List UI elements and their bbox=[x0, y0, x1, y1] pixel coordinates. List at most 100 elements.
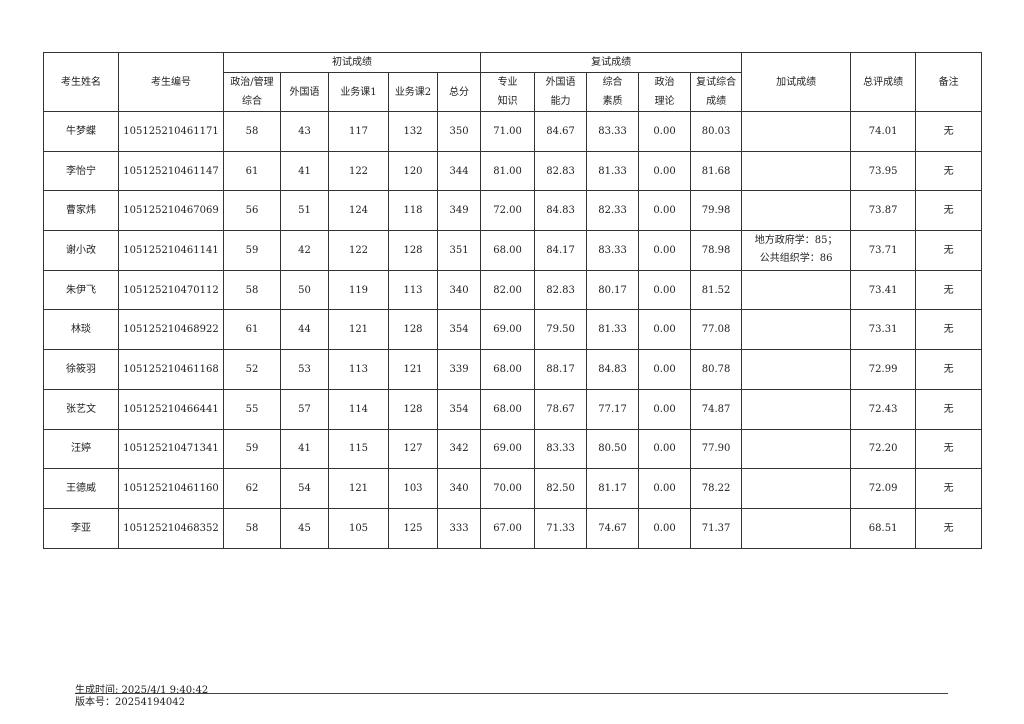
version-number: 版本号：20254194042 bbox=[75, 697, 185, 708]
table-cell: 73.95 bbox=[850, 150, 917, 192]
table-cell: 52 bbox=[223, 349, 281, 390]
table-cell bbox=[741, 468, 852, 509]
table-cell: 132 bbox=[388, 111, 438, 152]
table-cell: 67.00 bbox=[480, 507, 536, 549]
table-cell: 81.17 bbox=[586, 468, 640, 509]
table-cell: 350 bbox=[436, 111, 482, 152]
table-cell: 113 bbox=[328, 349, 389, 390]
table-cell: 120 bbox=[388, 150, 438, 192]
table-cell: 0.00 bbox=[638, 150, 692, 192]
table-cell: 105125210468352 bbox=[118, 507, 224, 549]
table-cell: 84.67 bbox=[534, 111, 588, 152]
table-cell: 53 bbox=[280, 349, 329, 390]
table-cell: 72.43 bbox=[850, 388, 917, 430]
table-cell: 79.50 bbox=[534, 309, 588, 351]
table-cell: 119 bbox=[328, 269, 389, 311]
table-cell: 51 bbox=[280, 190, 329, 232]
table-cell bbox=[741, 190, 852, 232]
table-cell: 55 bbox=[223, 388, 281, 430]
table-cell: 0.00 bbox=[638, 190, 692, 232]
table-cell: 李怡宁 bbox=[43, 150, 119, 192]
table-cell: 339 bbox=[436, 349, 482, 390]
table-cell: 73.31 bbox=[850, 309, 917, 351]
table-cell: 李亚 bbox=[43, 507, 119, 549]
table-cell: 无 bbox=[915, 507, 983, 549]
header-retest-3: 政治 理论 bbox=[638, 72, 692, 112]
table-cell: 105125210461147 bbox=[118, 150, 224, 192]
header-retest-0: 专业 知识 bbox=[480, 72, 536, 112]
table-cell: 56 bbox=[223, 190, 281, 232]
table-cell: 340 bbox=[436, 269, 482, 311]
footer-divider bbox=[75, 693, 948, 694]
table-cell: 徐筱羽 bbox=[43, 349, 119, 390]
table-cell: 王德威 bbox=[43, 468, 119, 509]
table-cell: 58 bbox=[223, 507, 281, 549]
table-cell: 113 bbox=[388, 269, 438, 311]
table-cell: 81.33 bbox=[586, 150, 640, 192]
table-cell: 78.67 bbox=[534, 388, 588, 430]
table-cell: 105125210466441 bbox=[118, 388, 224, 430]
header-retest-4: 复试综合 成绩 bbox=[690, 72, 743, 112]
table-cell: 333 bbox=[436, 507, 482, 549]
table-cell: 117 bbox=[328, 111, 389, 152]
table-cell: 121 bbox=[328, 468, 389, 509]
table-cell: 128 bbox=[388, 388, 438, 430]
header-prelim-0: 政治/管理 综合 bbox=[223, 72, 281, 112]
table-cell: 80.17 bbox=[586, 269, 640, 311]
header-prelim-2: 业务课1 bbox=[328, 72, 389, 112]
table-cell: 0.00 bbox=[638, 230, 692, 271]
table-cell: 42 bbox=[280, 230, 329, 271]
table-cell: 无 bbox=[915, 190, 983, 232]
table-cell: 114 bbox=[328, 388, 389, 430]
table-cell: 351 bbox=[436, 230, 482, 271]
table-cell: 68.00 bbox=[480, 230, 536, 271]
table-cell: 73.71 bbox=[850, 230, 917, 271]
table-cell: 88.17 bbox=[534, 349, 588, 390]
header-prelim-4: 总分 bbox=[436, 72, 482, 112]
table-cell: 349 bbox=[436, 190, 482, 232]
table-cell: 0.00 bbox=[638, 388, 692, 430]
table-cell: 74.87 bbox=[690, 388, 743, 430]
table-cell: 0.00 bbox=[638, 428, 692, 470]
table-cell: 58 bbox=[223, 111, 281, 152]
table-cell: 43 bbox=[280, 111, 329, 152]
table-cell: 121 bbox=[328, 309, 389, 351]
table-cell: 78.98 bbox=[690, 230, 743, 271]
table-cell: 0.00 bbox=[638, 349, 692, 390]
table-cell: 105125210468922 bbox=[118, 309, 224, 351]
table-cell: 0.00 bbox=[638, 507, 692, 549]
header-note: 备注 bbox=[915, 52, 983, 112]
table-cell: 70.00 bbox=[480, 468, 536, 509]
table-cell: 68.51 bbox=[850, 507, 917, 549]
table-cell bbox=[741, 428, 852, 470]
header-retest-1: 外国语 能力 bbox=[534, 72, 588, 112]
score-table: 考生姓名 考生编号 初试成绩 复试成绩 加试成绩 总评成绩 备注 政治/管理 综合… bbox=[43, 52, 983, 549]
table-cell: 73.41 bbox=[850, 269, 917, 311]
header-prelim-1: 外国语 bbox=[280, 72, 329, 112]
table-cell: 82.00 bbox=[480, 269, 536, 311]
table-row: 林琰 105125210468922 61 44 121 128 354 69.00 79.50… bbox=[43, 309, 983, 351]
table-cell: 71.00 bbox=[480, 111, 536, 152]
table-cell: 105 bbox=[328, 507, 389, 549]
table-cell: 62 bbox=[223, 468, 281, 509]
table-cell: 59 bbox=[223, 428, 281, 470]
table-cell: 82.33 bbox=[586, 190, 640, 232]
table-cell: 77.17 bbox=[586, 388, 640, 430]
table-cell: 105125210461160 bbox=[118, 468, 224, 509]
table-cell: 105125210467069 bbox=[118, 190, 224, 232]
table-cell: 82.83 bbox=[534, 150, 588, 192]
table-cell: 82.50 bbox=[534, 468, 588, 509]
table-cell: 张艺文 bbox=[43, 388, 119, 430]
table-cell: 61 bbox=[223, 150, 281, 192]
table-cell: 59 bbox=[223, 230, 281, 271]
table-cell: 77.90 bbox=[690, 428, 743, 470]
table-cell: 61 bbox=[223, 309, 281, 351]
table-cell: 68.00 bbox=[480, 349, 536, 390]
table-row: 王德威 105125210461160 62 54 121 103 340 70.00 82.5… bbox=[43, 468, 983, 509]
table-cell: 77.08 bbox=[690, 309, 743, 351]
table-cell: 344 bbox=[436, 150, 482, 192]
table-cell: 340 bbox=[436, 468, 482, 509]
table-cell: 58 bbox=[223, 269, 281, 311]
table-cell: 无 bbox=[915, 269, 983, 311]
table-cell: 44 bbox=[280, 309, 329, 351]
